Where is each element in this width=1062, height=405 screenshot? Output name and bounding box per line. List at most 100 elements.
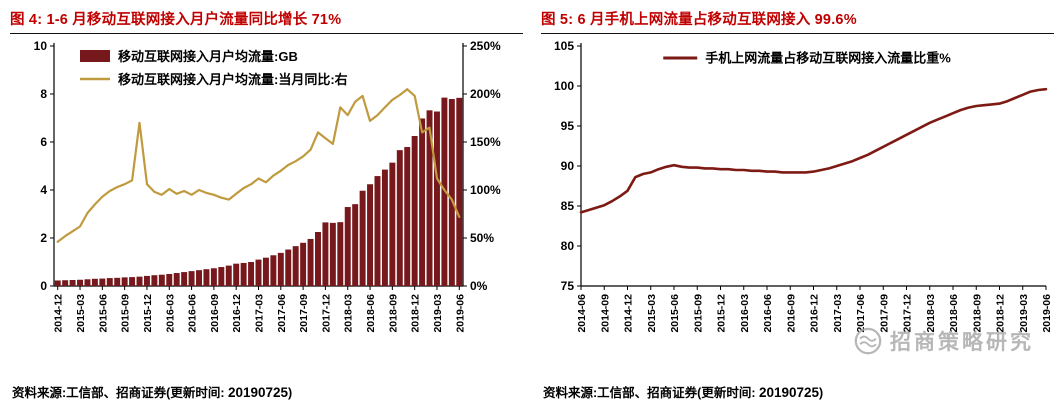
x-axis-tick-label: 2014-06 bbox=[576, 294, 588, 333]
bar bbox=[210, 268, 217, 286]
axes: 75 80 85 90 95 100 105 bbox=[554, 39, 1046, 293]
y-axis-tick-label: 105 bbox=[554, 39, 574, 53]
bar bbox=[143, 275, 150, 286]
source-text: 资料来源:工信部、招商证券(更新时间: bbox=[543, 386, 759, 400]
bar bbox=[277, 252, 284, 286]
bar bbox=[166, 274, 173, 286]
x-axis-tick-label: 2017-12 bbox=[902, 294, 914, 333]
bar bbox=[396, 150, 403, 286]
bar bbox=[292, 246, 299, 286]
x-axis-tick-label: 2018-03 bbox=[343, 294, 355, 333]
x-axis-tick-label: 2014-12 bbox=[53, 294, 65, 333]
bar bbox=[136, 276, 143, 286]
right-axis-tick-label: 100% bbox=[470, 183, 501, 197]
bar bbox=[218, 267, 225, 286]
bar bbox=[419, 118, 426, 286]
y-axis-tick-label: 6 bbox=[40, 135, 47, 149]
x-axis-tick-label: 2015-09 bbox=[120, 294, 132, 333]
bar bbox=[322, 222, 329, 286]
bar bbox=[106, 278, 113, 286]
bar bbox=[285, 249, 292, 286]
figure4-title: 图 4: 1-6 月移动互联网接入月户流量同比增长 71% bbox=[10, 6, 523, 34]
x-axis-labels: 2014-06 2014-09 2014-12 2015-03 2015-06 2015-… bbox=[576, 286, 1053, 333]
x-axis-tick-label: 2015-12 bbox=[716, 294, 728, 333]
bar bbox=[411, 136, 418, 286]
source-date: 20190725 bbox=[758, 385, 820, 400]
bar-series bbox=[54, 97, 463, 287]
figure4-source: 资料来源:工信部、招商证券(更新时间: 20190725) bbox=[12, 382, 292, 401]
x-axis-tick-label: 2015-09 bbox=[692, 294, 704, 333]
source-suffix: ) bbox=[288, 386, 293, 400]
bar bbox=[173, 273, 180, 286]
x-axis-tick-label: 2017-09 bbox=[298, 294, 310, 333]
legend: 手机上网流量占移动互联网接入流量比重% bbox=[663, 51, 951, 66]
bar bbox=[181, 272, 188, 286]
x-axis-tick-label: 2016-09 bbox=[209, 294, 221, 333]
x-axis-tick-label: 2019-03 bbox=[1018, 294, 1030, 333]
y-axis-tick-label: 4 bbox=[40, 183, 47, 197]
y-axis-tick-label: 85 bbox=[561, 199, 575, 213]
legend-label: 移动互联网接入月户均流量:当月同比:右 bbox=[118, 72, 348, 87]
bar bbox=[188, 271, 195, 286]
bar bbox=[77, 279, 84, 286]
x-axis-tick-label: 2018-06 bbox=[948, 294, 960, 333]
bar bbox=[352, 204, 359, 286]
x-axis-tick-label: 2015-06 bbox=[97, 294, 109, 333]
bar bbox=[114, 277, 121, 286]
x-axis-tick-label: 2016-03 bbox=[739, 294, 751, 333]
bar bbox=[307, 238, 314, 286]
source-date: 20190725 bbox=[227, 385, 289, 400]
bar bbox=[404, 147, 411, 286]
right-axis-tick-label: 150% bbox=[470, 135, 501, 149]
bar bbox=[151, 275, 158, 286]
bar bbox=[69, 280, 76, 286]
x-axis-tick-label: 2017-06 bbox=[276, 294, 288, 333]
x-axis-tick-label: 2016-12 bbox=[231, 294, 243, 333]
bar bbox=[99, 278, 106, 286]
bar bbox=[359, 190, 366, 286]
figure4-panel: 图 4: 1-6 月移动互联网接入月户流量同比增长 71% 0 2 4 6 8 10 0% 5… bbox=[10, 6, 523, 401]
bar bbox=[84, 279, 91, 286]
x-axis-tick-label: 2015-06 bbox=[669, 294, 681, 333]
y-axis-tick-label: 100 bbox=[554, 79, 574, 93]
bar bbox=[203, 269, 210, 286]
bar bbox=[448, 99, 455, 286]
x-axis-tick-label: 2018-12 bbox=[410, 294, 422, 333]
x-axis-tick-label: 2016-06 bbox=[187, 294, 199, 333]
bar bbox=[255, 259, 262, 286]
bar bbox=[433, 111, 440, 287]
x-axis-tick-label: 2018-03 bbox=[925, 294, 937, 333]
bar bbox=[62, 280, 69, 286]
x-axis-tick-label: 2015-03 bbox=[646, 294, 658, 333]
x-axis-tick-label: 2019-06 bbox=[1041, 294, 1053, 333]
bar bbox=[240, 262, 247, 286]
x-axis-tick-label: 2016-12 bbox=[809, 294, 821, 333]
x-axis-tick-label: 2017-09 bbox=[878, 294, 890, 333]
y-axis-tick-label: 8 bbox=[40, 87, 47, 101]
bar bbox=[337, 222, 344, 286]
bar bbox=[300, 242, 307, 286]
x-axis-tick-label: 2018-09 bbox=[387, 294, 399, 333]
bar bbox=[121, 277, 128, 286]
y-axis-tick-label: 2 bbox=[40, 231, 47, 245]
bar bbox=[91, 278, 98, 286]
y-axis-tick-label: 0 bbox=[40, 279, 47, 293]
bar bbox=[196, 270, 202, 286]
x-axis-tick-label: 2014-09 bbox=[599, 294, 611, 333]
x-axis-tick-label: 2017-06 bbox=[855, 294, 867, 333]
y-axis-tick-label: 90 bbox=[561, 159, 575, 173]
bar bbox=[426, 110, 433, 286]
x-axis-tick-label: 2018-06 bbox=[365, 294, 377, 333]
bar bbox=[54, 280, 61, 286]
bar bbox=[262, 257, 269, 286]
bar bbox=[329, 222, 336, 286]
y-axis-tick-label: 95 bbox=[561, 119, 575, 133]
x-axis-labels: 2014-12 2015-03 2015-06 2015-09 2015-12 2016-… bbox=[53, 286, 466, 333]
y-axis-tick-label: 10 bbox=[34, 39, 48, 53]
legend-label: 移动互联网接入月户均流量:GB bbox=[118, 49, 298, 64]
source-text: 资料来源:工信部、招商证券(更新时间: bbox=[12, 386, 228, 400]
bar bbox=[129, 277, 136, 286]
x-axis-tick-label: 2018-12 bbox=[995, 294, 1007, 333]
